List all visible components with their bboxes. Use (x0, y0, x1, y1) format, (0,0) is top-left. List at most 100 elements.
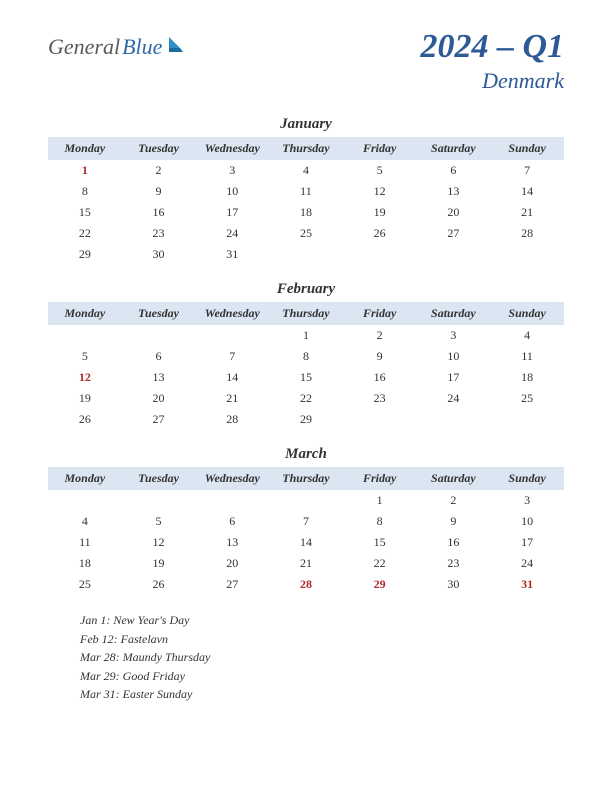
month-name: March (48, 446, 564, 463)
calendar-day-cell: 3 (417, 325, 491, 346)
calendar-day-cell: 5 (122, 511, 196, 532)
calendar-day-cell: 2 (122, 160, 196, 181)
calendar-day-cell: 31 (490, 574, 564, 595)
calendar-day-cell: 23 (122, 223, 196, 244)
calendar-day-cell: 20 (195, 553, 269, 574)
calendar-day-cell: 1 (343, 490, 417, 511)
calendar-day-cell: 4 (48, 511, 122, 532)
calendar-day-cell: 15 (48, 202, 122, 223)
calendar-day-cell: 10 (417, 346, 491, 367)
calendar-day-cell: 1 (269, 325, 343, 346)
calendar-day-cell: 15 (343, 532, 417, 553)
calendar-day-cell: 27 (122, 409, 196, 430)
title-block: 2024 – Q1 Denmark (420, 28, 564, 94)
day-header: Wednesday (195, 137, 269, 160)
holiday-item: Feb 12: Fastelavn (80, 630, 564, 649)
calendar-day-cell: 22 (343, 553, 417, 574)
calendar-week-row: 567891011 (48, 346, 564, 367)
calendar-day-cell: 7 (195, 346, 269, 367)
calendar-day-cell: 4 (269, 160, 343, 181)
logo-text-general: General (48, 34, 120, 60)
calendar-day-cell: 28 (195, 409, 269, 430)
day-header: Sunday (490, 467, 564, 490)
calendar-day-cell: 11 (269, 181, 343, 202)
calendar-day-cell: 6 (417, 160, 491, 181)
calendar-day-cell: 11 (48, 532, 122, 553)
calendar-day-cell: 14 (269, 532, 343, 553)
day-header: Friday (343, 137, 417, 160)
calendar-day-cell: 31 (195, 244, 269, 265)
calendar-day-cell: 6 (195, 511, 269, 532)
sail-icon (166, 35, 186, 60)
calendar-day-cell: 19 (343, 202, 417, 223)
day-header: Monday (48, 467, 122, 490)
calendar-table: MondayTuesdayWednesdayThursdayFridaySatu… (48, 137, 564, 265)
calendar-day-cell: 5 (48, 346, 122, 367)
calendar-day-cell: 22 (269, 388, 343, 409)
holiday-item: Jan 1: New Year's Day (80, 611, 564, 630)
calendar-day-cell: 15 (269, 367, 343, 388)
calendar-day-cell: 25 (490, 388, 564, 409)
calendar-day-cell: 25 (48, 574, 122, 595)
calendar-table: MondayTuesdayWednesdayThursdayFridaySatu… (48, 302, 564, 430)
calendar-day-cell: 7 (490, 160, 564, 181)
calendar-day-cell (48, 490, 122, 511)
day-header: Thursday (269, 467, 343, 490)
day-header: Saturday (417, 137, 491, 160)
calendar-day-cell: 18 (490, 367, 564, 388)
calendar-day-cell: 8 (343, 511, 417, 532)
calendar-week-row: 25262728293031 (48, 574, 564, 595)
calendar-day-cell: 21 (269, 553, 343, 574)
calendar-day-cell: 9 (343, 346, 417, 367)
calendar-day-cell: 14 (195, 367, 269, 388)
calendar-day-cell: 3 (490, 490, 564, 511)
calendar-week-row: 1234567 (48, 160, 564, 181)
calendar-day-cell: 5 (343, 160, 417, 181)
calendars-container: JanuaryMondayTuesdayWednesdayThursdayFri… (48, 116, 564, 595)
month-block: January MondayTuesdayWednesdayThursdayFri… (48, 116, 564, 265)
title-country: Denmark (420, 68, 564, 94)
calendar-day-cell: 16 (417, 532, 491, 553)
holiday-item: Mar 31: Easter Sunday (80, 685, 564, 704)
calendar-day-cell: 27 (417, 223, 491, 244)
calendar-day-cell: 30 (122, 244, 196, 265)
calendar-day-cell: 20 (122, 388, 196, 409)
calendar-day-cell: 28 (269, 574, 343, 595)
calendar-week-row: 26272829 (48, 409, 564, 430)
calendar-week-row: 19202122232425 (48, 388, 564, 409)
calendar-day-cell: 10 (195, 181, 269, 202)
month-name: January (48, 116, 564, 133)
calendar-day-cell: 11 (490, 346, 564, 367)
calendar-day-cell: 13 (417, 181, 491, 202)
calendar-day-cell: 20 (417, 202, 491, 223)
day-header: Tuesday (122, 467, 196, 490)
day-header: Wednesday (195, 467, 269, 490)
calendar-day-cell: 26 (122, 574, 196, 595)
calendar-day-cell: 2 (417, 490, 491, 511)
calendar-day-cell: 24 (195, 223, 269, 244)
calendar-day-cell: 19 (122, 553, 196, 574)
calendar-day-cell (122, 490, 196, 511)
calendar-day-cell: 12 (122, 532, 196, 553)
logo-text-blue: Blue (122, 34, 162, 60)
calendar-week-row: 293031 (48, 244, 564, 265)
calendar-day-cell: 25 (269, 223, 343, 244)
calendar-day-cell (195, 325, 269, 346)
calendar-day-cell: 12 (343, 181, 417, 202)
calendar-day-cell: 27 (195, 574, 269, 595)
calendar-day-cell: 21 (490, 202, 564, 223)
calendar-day-cell: 17 (417, 367, 491, 388)
calendar-day-cell (490, 244, 564, 265)
calendar-day-cell (343, 409, 417, 430)
day-header: Saturday (417, 302, 491, 325)
calendar-day-cell: 7 (269, 511, 343, 532)
calendar-day-cell (195, 490, 269, 511)
calendar-day-cell (490, 409, 564, 430)
header: General Blue 2024 – Q1 Denmark (48, 28, 564, 94)
calendar-day-cell: 9 (122, 181, 196, 202)
calendar-week-row: 11121314151617 (48, 532, 564, 553)
day-header: Sunday (490, 302, 564, 325)
holiday-item: Mar 29: Good Friday (80, 667, 564, 686)
calendar-day-cell: 13 (122, 367, 196, 388)
calendar-day-cell: 29 (269, 409, 343, 430)
